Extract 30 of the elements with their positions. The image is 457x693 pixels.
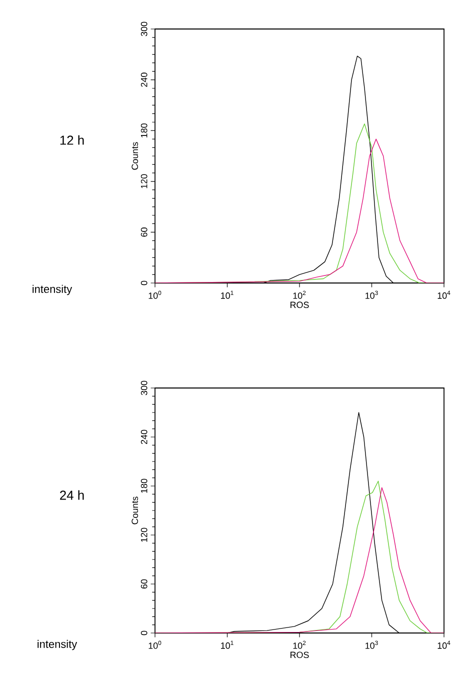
y-axis-title: Counts	[132, 142, 138, 170]
y-tick-label: 0	[140, 280, 148, 286]
y-tick-label: 0	[140, 630, 148, 636]
x-tick-label: 10$^{4}$	[438, 290, 450, 299]
y-tick-label: 120	[140, 528, 148, 542]
y-tick-label: 300	[140, 22, 148, 36]
text: 24 h	[60, 490, 84, 500]
x-tick-label: 10$^{0}$	[148, 640, 162, 649]
y-tick-label: 60	[140, 579, 148, 589]
text: intensity	[32, 284, 72, 296]
x-tick-label: 10$^{2}$	[293, 640, 306, 649]
y-axis-title: Counts	[132, 496, 138, 524]
y-tick-label: 300	[140, 380, 148, 396]
x-axis-title: ROS	[290, 652, 309, 658]
y-tick-label: 180	[140, 478, 148, 493]
x-tick-label: 10$^{2}$	[293, 290, 306, 299]
y-tick-label: 240	[140, 430, 148, 444]
x-tick-label: 10$^{4}$	[438, 640, 450, 649]
y-tick-label: 180	[140, 123, 148, 138]
x-tick-label: 10$^{1}$	[221, 290, 234, 299]
y-tick-label: 120	[140, 174, 148, 188]
text: 12 h	[60, 135, 84, 145]
y-tick-label: 60	[140, 228, 148, 237]
x-axis-title: ROS	[290, 302, 309, 308]
x-tick-label: 10$^{3}$	[366, 640, 378, 649]
x-tick-label: 10$^{0}$	[148, 290, 162, 299]
x-tick-label: 10$^{3}$	[366, 290, 378, 299]
x-tick-label: 10$^{1}$	[221, 640, 234, 649]
text: intensity	[38, 640, 78, 650]
y-tick-label: 240	[140, 72, 148, 87]
